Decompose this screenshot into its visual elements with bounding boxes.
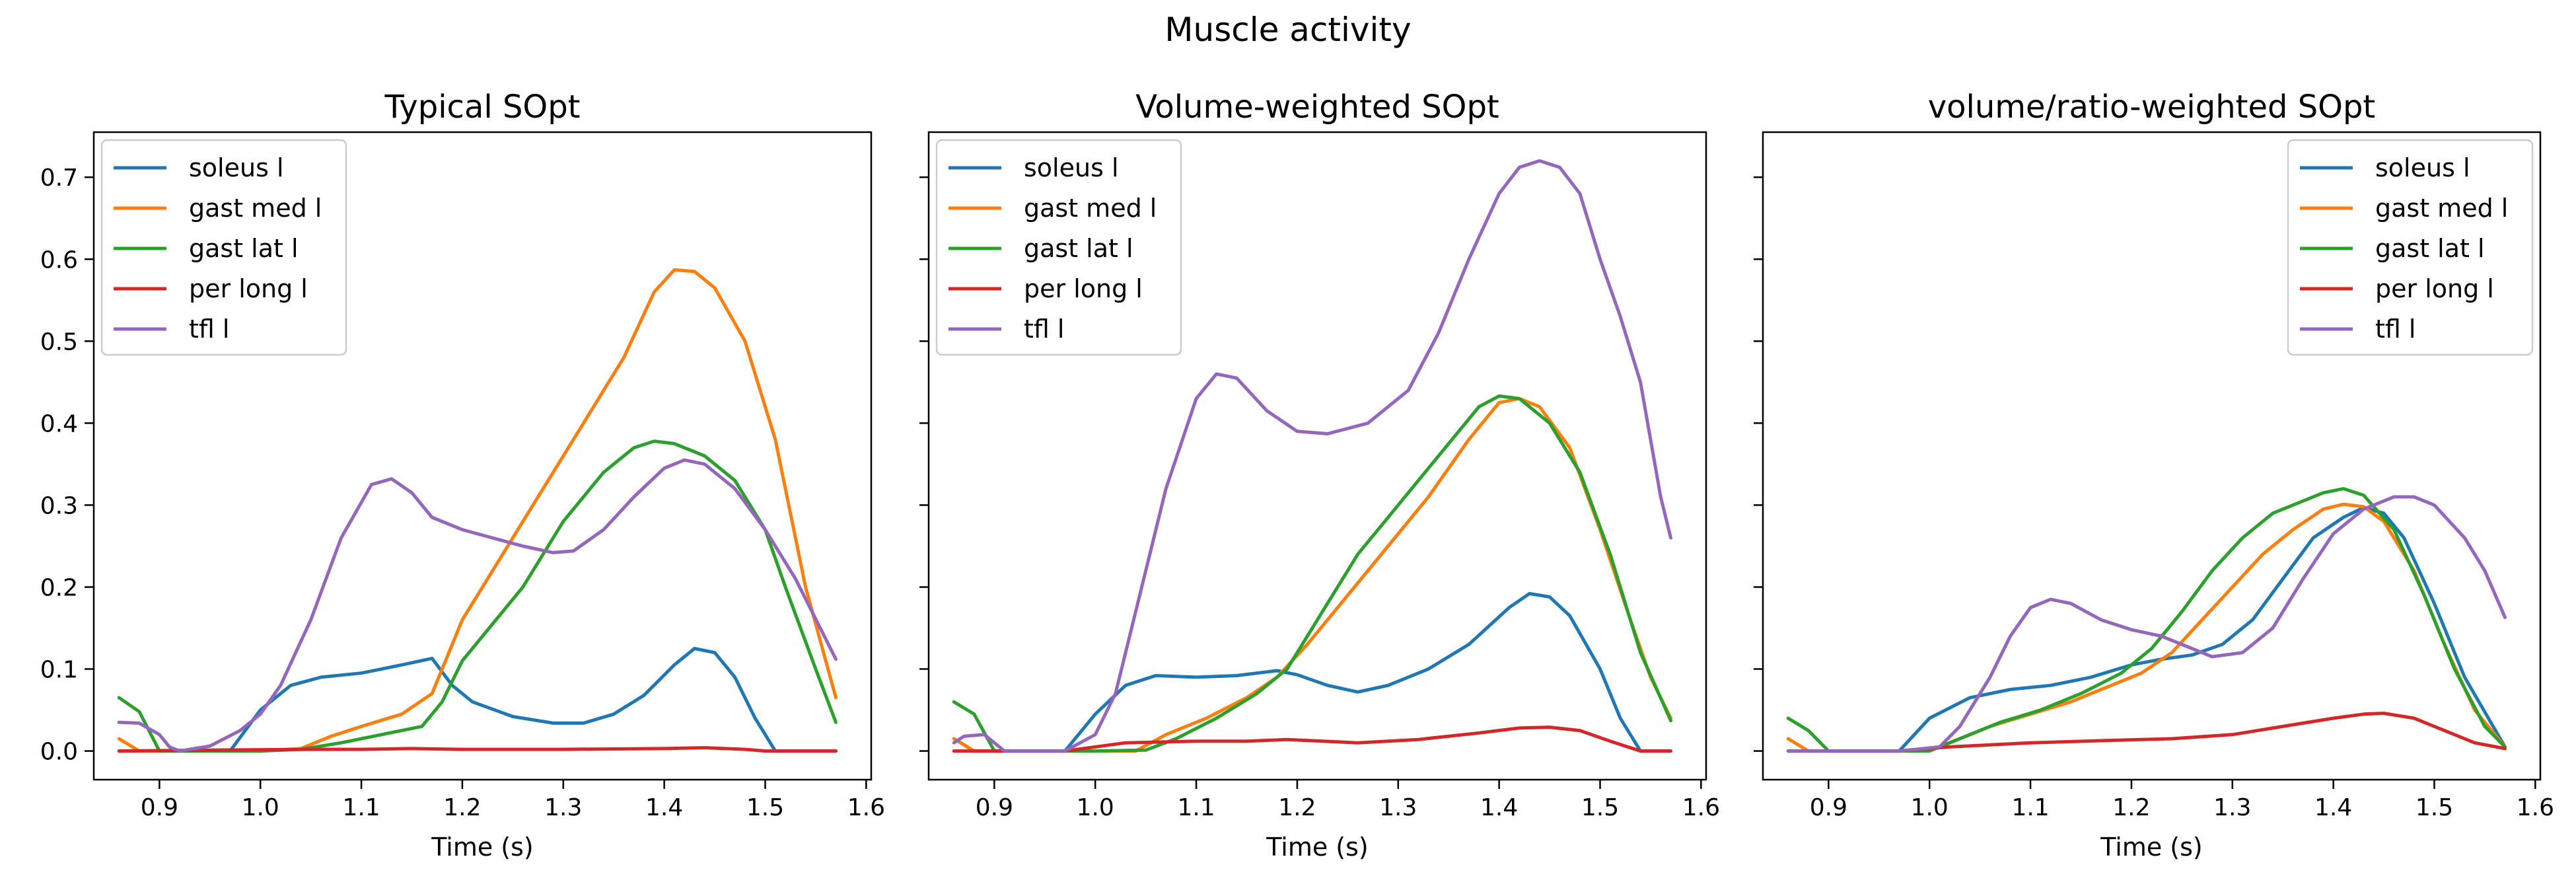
series-line-gast-lat-l <box>1786 487 2507 753</box>
x-tick-label: 1.2 <box>1278 794 1316 821</box>
x-tick-label: 1.3 <box>1379 794 1417 821</box>
legend-label-tfl-l: tfl l <box>2375 315 2415 344</box>
chart-title: volume/ratio-weighted SOpt <box>1928 89 2376 126</box>
x-tick-label: 1.4 <box>1480 794 1518 821</box>
legend-label-gast-med-l: gast med l <box>2375 194 2508 223</box>
plot-frame <box>927 131 1707 781</box>
legend-label-soleus-l: soleus l <box>2375 153 2470 182</box>
x-tick-label: 1.3 <box>2213 794 2251 821</box>
y-tick-label: 0.6 <box>40 246 78 274</box>
legend-label-per-long-l: per long l <box>189 274 308 303</box>
charts-group: Typical SOpt 0.9 1.0 1.1 1.2 1.3 1.4 1.5 1.6 0.0 0… <box>40 89 2554 862</box>
y-tick-label: 0.5 <box>40 328 78 355</box>
series-line-tfl-l <box>952 159 1672 753</box>
x-tick-label: 1.5 <box>2415 794 2453 821</box>
series-lines <box>952 159 1672 753</box>
x-tick-label: 1.5 <box>746 794 784 821</box>
chart-title: Typical SOpt <box>384 89 581 126</box>
legend-frame <box>2287 139 2534 356</box>
x-axis-label: Time (s) <box>431 833 534 862</box>
y-tick-label: 0.7 <box>40 165 78 192</box>
x-tick-label: 1.6 <box>2517 794 2554 821</box>
legend-label-soleus-l: soleus l <box>189 153 284 182</box>
x-tick-label: 1.0 <box>1077 794 1114 821</box>
series-line-per-long-l <box>117 746 838 753</box>
x-axis-label: Time (s) <box>1266 833 1369 862</box>
series-line-soleus-l <box>1786 505 2507 753</box>
chart-panel-2: Volume-weighted SOpt 0.9 1.0 1.1 1.2 1.3 1.4 1.… <box>919 89 1720 862</box>
series-lines <box>1786 487 2507 753</box>
legend-label-tfl-l: tfl l <box>1024 315 1064 344</box>
x-tick-label: 0.9 <box>141 794 178 821</box>
x-tick-label: 1.2 <box>2112 794 2150 821</box>
legend-label-gast-lat-l: gast lat l <box>189 234 299 263</box>
x-tick-label: 1.6 <box>1682 794 1720 821</box>
legend-frame <box>100 139 347 356</box>
plot-frame <box>92 131 873 781</box>
series-line-per-long-l <box>952 725 1672 753</box>
legend-label-tfl-l: tfl l <box>189 315 229 344</box>
y-tick-label: 0.2 <box>40 574 78 601</box>
series-line-gast-lat-l <box>952 394 1672 753</box>
figure-title: Muscle activity <box>1164 11 1411 49</box>
legend: soleus l gast med l gast lat l per long l tf… <box>935 139 1182 356</box>
x-tick-label: 1.5 <box>1581 794 1619 821</box>
y-tick-label: 0.3 <box>40 492 78 519</box>
legend-label-gast-med-l: gast med l <box>189 194 322 223</box>
x-tick-label: 1.1 <box>1177 794 1215 821</box>
series-line-per-long-l <box>1786 712 2507 753</box>
legend: soleus l gast med l gast lat l per long l tf… <box>100 139 347 356</box>
legend-label-per-long-l: per long l <box>1024 274 1143 303</box>
legend-label-per-long-l: per long l <box>2375 274 2494 303</box>
chart-panel-1: Typical SOpt 0.9 1.0 1.1 1.2 1.3 1.4 1.5 1.6 0.0 0… <box>40 89 885 862</box>
x-tick-label: 1.1 <box>2011 794 2049 821</box>
series-line-tfl-l <box>117 458 838 753</box>
legend-frame <box>935 139 1182 356</box>
x-tick-label: 1.0 <box>1911 794 1949 821</box>
x-tick-label: 1.0 <box>242 794 279 821</box>
legend-label-gast-med-l: gast med l <box>1024 194 1157 223</box>
series-lines <box>117 268 838 753</box>
x-tick-label: 0.9 <box>1810 794 1847 821</box>
x-tick-label: 1.4 <box>2314 794 2352 821</box>
legend-label-gast-lat-l: gast lat l <box>2375 234 2485 263</box>
x-tick-label: 1.2 <box>443 794 481 821</box>
x-tick-label: 1.6 <box>847 794 885 821</box>
y-tick-label: 0.4 <box>40 410 78 437</box>
x-tick-label: 0.9 <box>976 794 1013 821</box>
legend-label-gast-lat-l: gast lat l <box>1024 234 1133 263</box>
plot-frame <box>1762 131 2542 781</box>
y-tick-label: 0.1 <box>40 657 78 684</box>
chart-title: Volume-weighted SOpt <box>1135 89 1499 126</box>
x-axis-label: Time (s) <box>2100 833 2203 862</box>
y-tick-label: 0.0 <box>40 739 78 766</box>
series-line-tfl-l <box>1786 495 2507 753</box>
x-tick-label: 1.4 <box>645 794 683 821</box>
x-tick-label: 1.3 <box>544 794 582 821</box>
chart-panel-3: volume/ratio-weighted SOpt 0.9 1.0 1.1 1.2 1.… <box>1754 89 2554 862</box>
legend-label-soleus-l: soleus l <box>1024 153 1119 182</box>
x-tick-label: 1.1 <box>342 794 380 821</box>
legend: soleus l gast med l gast lat l per long l tf… <box>2287 139 2534 356</box>
series-line-soleus-l <box>117 647 838 753</box>
